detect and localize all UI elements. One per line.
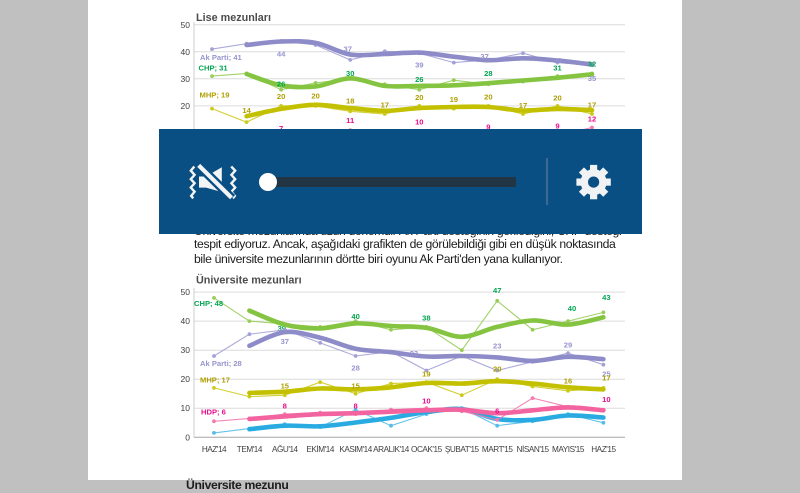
svg-text:MAYIS'15: MAYIS'15 (552, 445, 585, 454)
svg-text:40: 40 (351, 312, 359, 321)
svg-text:20: 20 (484, 93, 492, 102)
svg-text:30: 30 (181, 74, 191, 84)
svg-text:11: 11 (346, 116, 355, 125)
svg-text:50: 50 (181, 20, 191, 30)
svg-text:Üniversite mezunları: Üniversite mezunları (196, 274, 302, 287)
svg-text:20: 20 (277, 92, 285, 101)
svg-text:ŞUBAT'15: ŞUBAT'15 (445, 445, 480, 454)
svg-text:12: 12 (588, 114, 596, 123)
svg-text:29: 29 (564, 341, 572, 350)
svg-text:20: 20 (415, 93, 423, 102)
svg-text:18: 18 (346, 97, 354, 106)
svg-text:19: 19 (422, 369, 430, 378)
svg-text:8: 8 (283, 402, 287, 411)
svg-text:35: 35 (588, 74, 597, 83)
svg-text:7: 7 (279, 124, 283, 133)
svg-text:40: 40 (568, 304, 576, 313)
svg-text:10: 10 (415, 117, 423, 126)
svg-text:14: 14 (242, 106, 251, 115)
svg-text:17: 17 (602, 374, 610, 383)
svg-text:37: 37 (281, 337, 289, 346)
svg-text:31: 31 (553, 64, 562, 73)
svg-text:47: 47 (493, 286, 501, 295)
svg-text:38: 38 (422, 314, 430, 323)
svg-text:19: 19 (450, 95, 458, 104)
svg-text:AĞU'14: AĞU'14 (272, 444, 299, 454)
svg-text:CHP; 48: CHP; 48 (194, 299, 223, 308)
svg-text:20: 20 (181, 101, 191, 111)
svg-text:Lise mezunları: Lise mezunları (196, 12, 271, 24)
svg-text:TEM'14: TEM'14 (237, 445, 263, 454)
svg-text:6: 6 (495, 407, 499, 416)
svg-text:17: 17 (519, 101, 527, 110)
svg-text:23: 23 (410, 349, 418, 358)
svg-text:9: 9 (486, 123, 490, 132)
svg-text:10: 10 (602, 395, 610, 404)
svg-text:26: 26 (277, 80, 285, 89)
svg-text:32: 32 (588, 59, 596, 68)
svg-text:25: 25 (602, 370, 611, 379)
svg-text:HAZ'15: HAZ'15 (591, 445, 616, 454)
svg-text:0: 0 (185, 432, 190, 442)
svg-text:15: 15 (351, 381, 360, 390)
svg-text:37: 37 (343, 44, 351, 53)
svg-text:MHP; 17: MHP; 17 (200, 376, 230, 385)
svg-text:30: 30 (181, 345, 191, 355)
svg-text:40: 40 (181, 316, 191, 326)
svg-text:17: 17 (588, 100, 596, 109)
svg-text:KASIM'14: KASIM'14 (339, 445, 372, 454)
svg-text:10: 10 (422, 397, 430, 406)
svg-text:MHP; 19: MHP; 19 (200, 91, 230, 100)
svg-text:10: 10 (181, 403, 191, 413)
svg-text:HDP; 6: HDP; 6 (201, 408, 226, 417)
svg-text:16: 16 (564, 377, 572, 386)
svg-text:50: 50 (181, 287, 191, 297)
svg-text:9: 9 (555, 121, 559, 130)
svg-text:39: 39 (278, 324, 286, 333)
svg-text:15: 15 (281, 381, 290, 390)
svg-text:Ak Parti; 28: Ak Parti; 28 (200, 359, 242, 368)
svg-text:20: 20 (553, 93, 561, 102)
svg-text:NİSAN'15: NİSAN'15 (517, 444, 550, 454)
svg-text:20: 20 (311, 92, 319, 101)
svg-text:8: 8 (353, 402, 357, 411)
svg-text:20: 20 (493, 365, 501, 374)
svg-text:MART'15: MART'15 (482, 445, 513, 454)
svg-text:23: 23 (493, 342, 501, 351)
svg-text:36: 36 (553, 56, 561, 65)
svg-text:CHP; 31: CHP; 31 (199, 64, 229, 73)
svg-text:39: 39 (415, 61, 423, 70)
svg-text:26: 26 (415, 75, 423, 84)
svg-text:17: 17 (381, 101, 389, 110)
svg-text:Ak Parti; 41: Ak Parti; 41 (200, 53, 243, 62)
svg-text:ARALIK'14: ARALIK'14 (373, 445, 410, 454)
svg-text:37: 37 (480, 52, 488, 61)
svg-text:44: 44 (277, 50, 286, 59)
svg-text:30: 30 (346, 69, 354, 78)
svg-text:43: 43 (602, 293, 610, 302)
svg-text:28: 28 (484, 69, 492, 78)
svg-text:HAZ'14: HAZ'14 (202, 445, 227, 454)
svg-text:OCAK'15: OCAK'15 (411, 445, 443, 454)
svg-text:EKİM'14: EKİM'14 (306, 444, 334, 454)
svg-text:28: 28 (351, 364, 359, 373)
svg-text:20: 20 (181, 374, 191, 384)
svg-text:40: 40 (181, 47, 191, 57)
